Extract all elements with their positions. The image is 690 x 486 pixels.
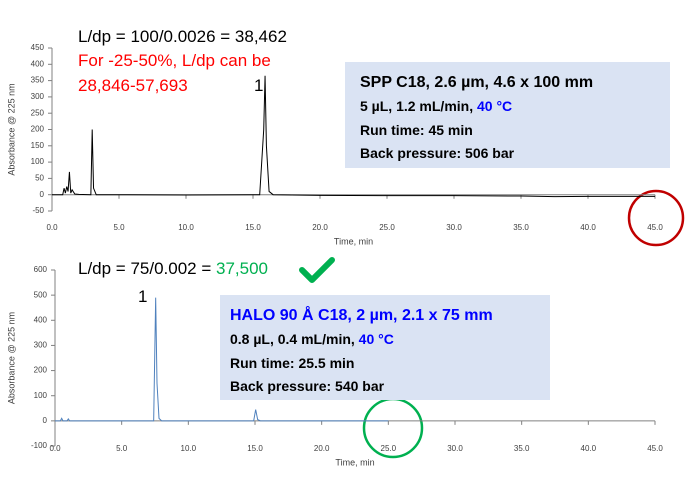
y-tick-label: -50 [32,206,44,215]
y-tick-label: 250 [31,108,45,117]
info-line: HALO 90 Å C18, 2 µm, 2.1 x 75 mm [230,305,493,324]
y-tick-label: 600 [34,265,48,274]
annotation: L/dp = 75/0.002 = 37,500 [78,259,268,278]
y-tick-label: -100 [31,441,48,450]
info-line-part: 0.8 µL, 0.4 mL/min, [230,331,359,347]
x-tick-label: 15.0 [245,223,261,232]
info-line: Run time: 45 min [360,122,473,138]
annotation: For -25-50%, L/dp can be [78,51,271,70]
annotation: 28,846-57,693 [78,76,188,95]
y-tick-label: 150 [31,141,45,150]
y-tick-label: 450 [31,43,45,52]
y-tick-label: 100 [34,391,48,400]
y-tick-label: 500 [34,290,48,299]
x-tick-label: 30.0 [446,223,462,232]
annotation-part: 1 [254,76,263,95]
x-tick-label: 45.0 [647,444,663,453]
annotation-part: L/dp = 100/0.0026 = 38,462 [78,27,287,46]
annotation-part: 28,846-57,693 [78,76,188,95]
x-tick-label: 20.0 [312,223,328,232]
annotation: 1 [138,287,147,306]
y-tick-label: 0 [43,416,48,425]
x-tick-label: 35.0 [514,444,530,453]
highlight-circle [627,189,685,247]
info-line: Back pressure: 506 bar [360,145,515,161]
info-line-part: SPP C18, 2.6 µm, 4.6 x 100 mm [360,74,593,91]
info-line: SPP C18, 2.6 µm, 4.6 x 100 mm [360,74,593,91]
y-tick-label: 300 [31,92,45,101]
x-tick-label: 10.0 [178,223,194,232]
info-line-part: HALO 90 Å C18, 2 µm, 2.1 x 75 mm [230,305,493,324]
annotation-part: 1 [138,287,147,306]
y-tick-label: 100 [31,157,45,166]
y-tick-label: 350 [31,76,45,85]
y-tick-label: 200 [31,125,45,134]
info-line-part: Back pressure: 540 bar [230,378,385,394]
info-box [220,295,550,400]
x-tick-label: 45.0 [647,223,663,232]
info-line-part: Run time: 45 min [360,122,473,138]
x-axis-title: Time, min [334,236,373,246]
info-line-part: 5 µL, 1.2 mL/min, [360,98,477,114]
info-line-part: Run time: 25.5 min [230,355,354,371]
y-tick-label: 50 [35,174,44,183]
info-line: 0.8 µL, 0.4 mL/min, 40 °C [230,331,394,347]
x-tick-label: 0.0 [46,223,58,232]
info-line: Run time: 25.5 min [230,355,354,371]
info-line: 5 µL, 1.2 mL/min, 40 °C [360,98,512,114]
info-line-part: Back pressure: 506 bar [360,145,515,161]
info-line: Back pressure: 540 bar [230,378,385,394]
x-tick-label: 35.0 [513,223,529,232]
info-box [345,62,670,168]
trace [52,75,655,198]
y-tick-label: 300 [34,341,48,350]
x-tick-label: 20.0 [314,444,330,453]
y-tick-label: 200 [34,366,48,375]
annotation: L/dp = 100/0.0026 = 38,462 [78,27,287,46]
x-tick-label: 25.0 [381,444,397,453]
y-tick-label: 400 [31,59,45,68]
x-tick-label: 5.0 [116,444,128,453]
y-axis-title: Absorbance @ 225 nm [6,312,16,404]
x-tick-label: 15.0 [247,444,263,453]
annotation-part: L/dp = 75/0.002 = [78,259,216,278]
annotation: 1 [254,76,263,95]
x-tick-label: 30.0 [447,444,463,453]
info-line-part: 40 °C [359,331,394,347]
info-line-part: 40 °C [477,98,512,114]
x-tick-label: 40.0 [581,444,597,453]
x-tick-label: 5.0 [113,223,125,232]
x-tick-label: 0.0 [49,444,61,453]
y-axis-title: Absorbance @ 225 nm [6,83,16,175]
y-tick-label: 0 [40,190,45,199]
x-tick-label: 10.0 [181,444,197,453]
x-tick-label: 25.0 [379,223,395,232]
x-tick-label: 40.0 [580,223,596,232]
trace [55,297,389,422]
annotation-part: For -25-50%, L/dp can be [78,51,271,70]
annotation-part: 37,500 [216,259,268,278]
check-mark [299,257,335,283]
x-axis-title: Time, min [335,457,374,467]
y-tick-label: 400 [34,315,48,324]
